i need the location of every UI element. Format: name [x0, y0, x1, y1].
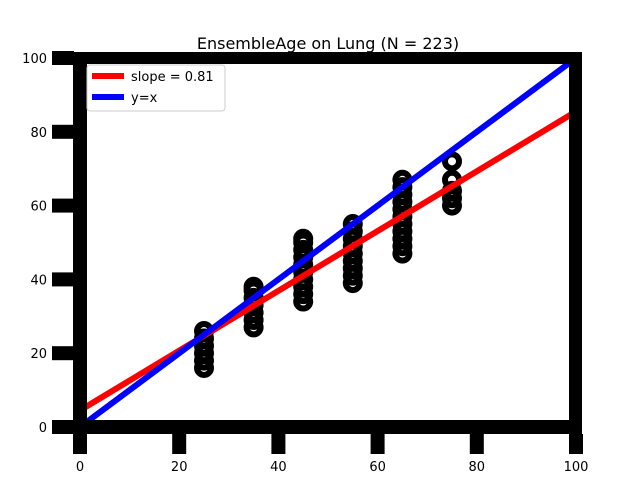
chart-title: EnsembleAge on Lung (N = 223)	[197, 34, 459, 53]
series-line-0	[80, 108, 576, 413]
y-tick-label: 60	[30, 200, 47, 215]
data-point	[243, 276, 264, 297]
left-spine	[73, 52, 87, 434]
x-tick-mark	[370, 434, 385, 454]
y-tick-label: 0	[39, 421, 47, 436]
y-tick-label: 20	[30, 347, 47, 362]
x-tick-mark	[271, 434, 286, 454]
y-tick-mark	[52, 420, 74, 434]
right-spine	[569, 52, 582, 434]
x-tick-mark	[172, 434, 187, 454]
data-point	[342, 214, 363, 235]
legend-label: y=x	[131, 91, 158, 106]
data-point	[392, 177, 413, 198]
y-tick-mark	[52, 198, 74, 213]
data-point	[293, 228, 314, 249]
data-point	[442, 151, 462, 172]
x-tick-label: 60	[369, 460, 386, 475]
y-tick-mark	[52, 272, 74, 287]
x-tick-label: 20	[171, 460, 188, 475]
x-tick-label: 40	[270, 460, 287, 475]
x-tick-label: 100	[564, 460, 589, 475]
x-tick-label: 80	[469, 460, 486, 475]
y-tick-label: 40	[30, 273, 47, 288]
x-tick-mark	[73, 434, 87, 454]
x-tick-mark	[469, 434, 484, 454]
x-tick-mark	[569, 434, 583, 454]
legend-label: slope = 0.81	[131, 70, 214, 85]
y-tick-label: 80	[30, 126, 47, 141]
bottom-spine	[52, 420, 582, 434]
y-tick-mark	[52, 346, 74, 361]
y-tick-mark	[52, 124, 74, 139]
top-spine	[52, 52, 582, 64]
x-tick-label: 0	[76, 460, 84, 475]
y-tick-mark	[52, 51, 74, 65]
y-tick-label: 100	[22, 52, 47, 67]
series-line-1	[80, 55, 576, 427]
data-point	[442, 188, 462, 209]
